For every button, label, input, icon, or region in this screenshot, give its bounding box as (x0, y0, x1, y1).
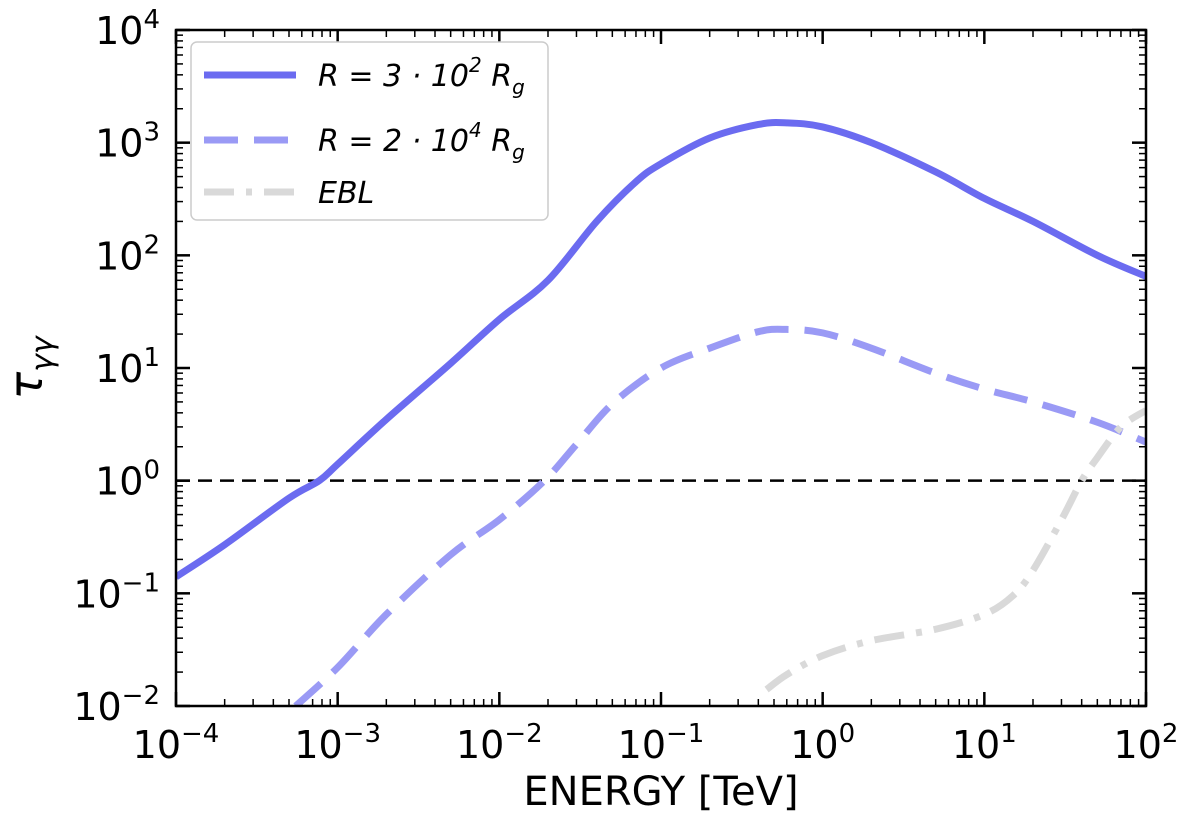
x-tick-label: 102 (1114, 719, 1179, 767)
legend-label-1: R = 3 · 102 Rg (318, 53, 525, 99)
y-axis-label: τγγ (0, 334, 60, 399)
y-axis-label-base: τ (0, 372, 53, 400)
series-lines (176, 119, 1146, 706)
x-tick-label: 10−4 (133, 719, 220, 767)
y-tick-label: 10−2 (73, 681, 160, 729)
x-axis-label: ENERGY [TeV] (523, 769, 798, 815)
x-tick-label: 10−3 (294, 719, 381, 767)
x-tick-label: 101 (952, 719, 1017, 767)
series-line-1 (176, 119, 1146, 580)
legend-label-3: EBL (318, 176, 374, 211)
y-tick-label: 103 (95, 118, 160, 166)
y-tick-label: 101 (95, 343, 160, 391)
x-tick-label: 10−1 (618, 719, 705, 767)
plot-frame (174, 28, 1148, 708)
y-tick-label: 10−1 (73, 568, 160, 616)
y-tick-label: 104 (95, 5, 160, 53)
series-line-2 (293, 325, 1146, 706)
x-tick-label: 100 (790, 719, 855, 767)
y-tick-labels: 10−2 10−1 100 101 102 103 104 (73, 5, 160, 729)
y-tick-label: 100 (95, 456, 160, 504)
legend: R = 3 · 102 Rg R = 2 · 104 Rg EBL (190, 41, 549, 221)
legend-label-2: R = 2 · 104 Rg (318, 118, 525, 164)
y-axis-label-sub: γγ (25, 334, 60, 372)
y-tick-label: 102 (95, 230, 160, 278)
x-tick-label: 10−2 (456, 719, 543, 767)
x-tick-labels: 10−4 10−3 10−2 10−1 100 101 102 (133, 719, 1179, 767)
series-line-3 (764, 407, 1146, 693)
legend-box (190, 41, 549, 221)
